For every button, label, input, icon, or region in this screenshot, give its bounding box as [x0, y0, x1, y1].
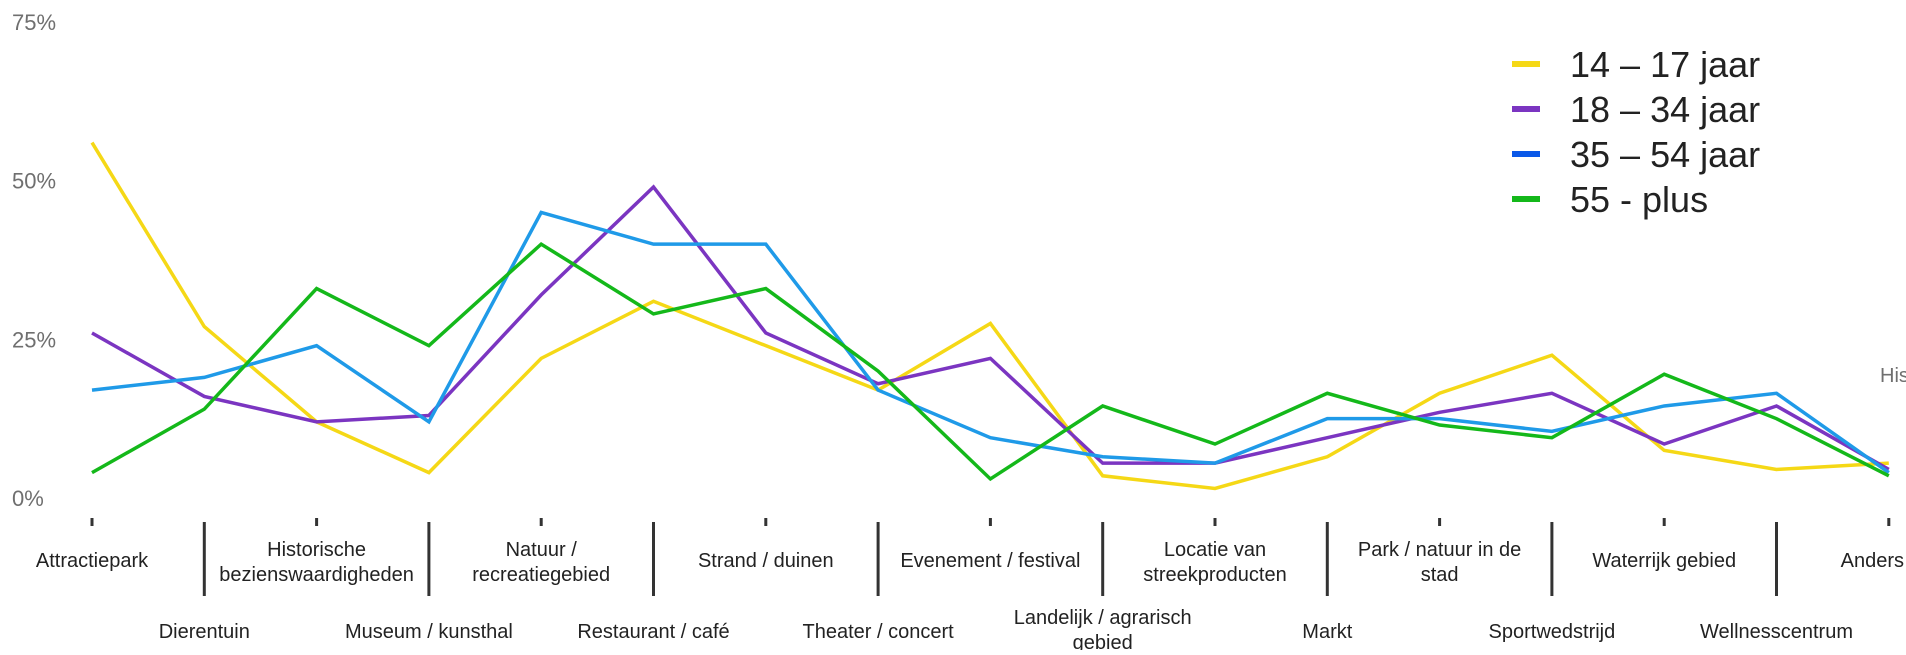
x-tick-label: Attractiepark: [36, 550, 149, 572]
x-tick-label: Natuur / recreatiegebied: [472, 539, 610, 586]
legend-label: 55 - plus: [1570, 179, 1708, 220]
x-tick-label: Museum / kunsthal: [345, 621, 513, 643]
series-line: [91, 210, 1890, 475]
series-1: [90, 141, 1889, 491]
x-tick-label: Historische bezienswaardigheden: [219, 539, 414, 586]
x-tick-label: Park / natuur in de stad: [1358, 539, 1521, 586]
x-tick-label: Strand / duinen: [698, 550, 834, 572]
x-tick-label: Locatie van streekproducten: [1143, 539, 1286, 586]
y-tick-label: 0%: [12, 486, 44, 511]
x-tick-label: Evenement / festival: [900, 550, 1080, 572]
y-tick-label: 50%: [12, 169, 56, 194]
x-tick-label: Theater / concert: [803, 621, 955, 643]
x-tick-label: Sportwedstrijd: [1489, 621, 1616, 643]
x-tick-label: Wellnesscentrum: [1700, 621, 1853, 643]
legend-label: 18 – 34 jaar: [1570, 89, 1760, 130]
x-tick-label: Dierentuin: [159, 621, 250, 643]
x-tick-label: Markt: [1302, 621, 1352, 643]
x-tick-label: Restaurant / café: [577, 621, 729, 643]
legend-label: 14 – 17 jaar: [1570, 44, 1760, 85]
series-2: [91, 184, 1890, 471]
series-line: [91, 184, 1890, 471]
y-tick-label: 75%: [12, 10, 56, 35]
legend-label: 35 – 54 jaar: [1570, 134, 1760, 175]
y-axis: 0% 25% 50% 75%: [12, 10, 56, 511]
series-layer: [90, 141, 1890, 491]
y-tick-label: 25%: [12, 327, 56, 352]
x-axis: Attractiepark Dierentuin Historische bezien…: [36, 518, 1904, 654]
series-line: [91, 241, 1890, 482]
x-tick-label: Waterrijk gebied: [1592, 550, 1736, 572]
edge-text-fragment: His: [1880, 365, 1906, 387]
series-line: [90, 141, 1889, 491]
x-tick-label: Anders: [1841, 550, 1904, 572]
x-tick-label: Landelijk / agrarisch gebied: [1014, 607, 1192, 650]
series-4: [91, 241, 1890, 482]
series-3: [91, 210, 1890, 475]
